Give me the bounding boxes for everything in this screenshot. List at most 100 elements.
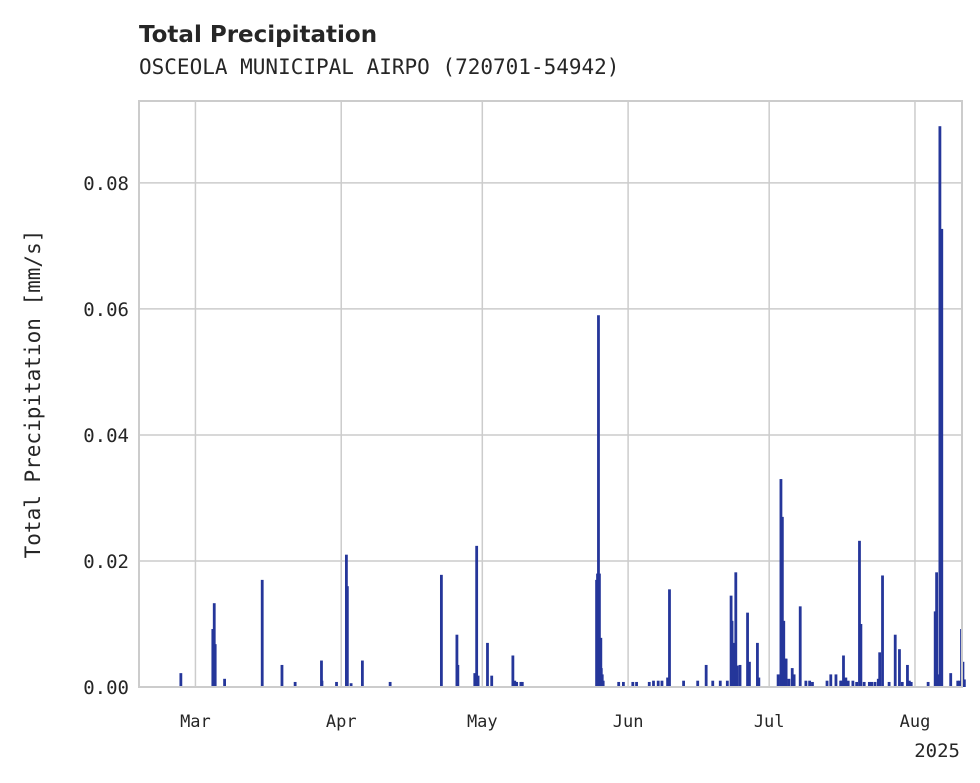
precipitation-bar xyxy=(784,658,788,687)
precipitation-bar xyxy=(938,126,942,688)
precipitation-bar xyxy=(320,660,323,687)
precipitation-bar xyxy=(349,683,353,687)
precipitation-bar xyxy=(873,681,877,687)
precipitation-bar xyxy=(473,673,477,687)
precipitation-bar xyxy=(682,680,685,687)
precipitation-bar xyxy=(790,668,794,687)
precipitation-bar xyxy=(260,579,264,687)
precipitation-bar xyxy=(756,642,759,687)
precipitation-bar xyxy=(696,680,700,687)
precipitation-bar xyxy=(475,545,479,687)
x-tick-label: Mar xyxy=(180,712,211,732)
precipitation-bar xyxy=(280,664,284,687)
precipitation-bars xyxy=(179,126,966,688)
x-axis-year-label: 2025 xyxy=(914,740,960,762)
precipitation-bar xyxy=(617,681,621,687)
precipitation-bar xyxy=(598,573,601,687)
precipitation-bar xyxy=(834,674,838,687)
precipitation-bar xyxy=(335,681,338,687)
precipitation-bar xyxy=(898,649,901,687)
precipitation-bar xyxy=(878,652,882,687)
x-axis-ticks: Mar Apr May Jun Jul Aug xyxy=(180,712,930,732)
x-tick-label: Jun xyxy=(613,712,644,732)
precipitation-bar xyxy=(635,681,638,687)
precipitation-bar xyxy=(844,677,848,687)
precipitation-bar xyxy=(486,642,489,687)
precipitation-bar xyxy=(345,586,349,687)
precipitation-bar xyxy=(876,678,880,687)
precipitation-bar xyxy=(515,681,519,687)
precipitation-bar xyxy=(825,680,829,687)
precipitation-bar xyxy=(735,665,739,687)
precipitation-bar xyxy=(732,642,735,687)
precipitation-bar xyxy=(757,677,761,687)
precipitation-bar xyxy=(851,680,855,687)
precipitation-bar xyxy=(900,681,904,687)
chart-title: Total Precipitation xyxy=(139,22,377,48)
precipitation-bar xyxy=(660,680,664,687)
x-tick-label: May xyxy=(467,712,498,732)
precipitation-bar xyxy=(360,660,364,687)
precipitation-bar xyxy=(320,680,324,687)
precipitation-bar xyxy=(776,674,780,687)
precipitation-bar xyxy=(179,673,183,687)
y-tick-label: 0.02 xyxy=(83,551,129,573)
precipitation-bar xyxy=(738,664,742,687)
precipitation-bar xyxy=(748,661,751,687)
precipitation-bar xyxy=(780,516,784,687)
precipitation-bar xyxy=(597,315,600,687)
precipitation-bar xyxy=(520,681,524,687)
precipitation-bar xyxy=(601,680,605,687)
precipitation-bar xyxy=(621,681,625,687)
precipitation-bar xyxy=(599,637,603,687)
precipitation-bar xyxy=(456,664,460,687)
y-tick-label: 0.04 xyxy=(83,425,129,447)
precipitation-bar xyxy=(934,642,938,687)
y-tick-label: 0.08 xyxy=(83,173,129,195)
x-tick-label: Aug xyxy=(900,712,931,732)
precipitation-bar xyxy=(792,674,796,687)
precipitation-bar xyxy=(734,572,738,687)
precipitation-bar xyxy=(842,655,845,687)
precipitation-bar xyxy=(804,680,808,687)
precipitation-bar xyxy=(779,479,783,687)
y-axis-ticks: 0.00 0.02 0.04 0.06 0.08 xyxy=(83,173,129,699)
precipitation-bar xyxy=(787,678,791,687)
precipitation-bar xyxy=(647,681,651,687)
precipitation-bar xyxy=(730,620,734,687)
precipitation-bar xyxy=(937,674,941,687)
precipitation-bar xyxy=(725,680,729,687)
precipitation-bar xyxy=(881,575,884,687)
precipitation-bar xyxy=(668,589,671,687)
precipitation-bar xyxy=(223,678,226,687)
y-axis-label: Total Precipitation [mm/s] xyxy=(21,230,45,559)
precipitation-bar xyxy=(455,634,459,687)
x-tick-label: Apr xyxy=(326,712,357,732)
precipitation-bar xyxy=(213,644,217,687)
precipitation-bar xyxy=(907,680,911,687)
y-tick-label: 0.00 xyxy=(83,677,129,699)
gridlines xyxy=(139,101,962,687)
precipitation-bar xyxy=(926,681,930,687)
precipitation-bar xyxy=(511,655,515,687)
precipitation-bar xyxy=(656,680,660,687)
precipitation-bar xyxy=(490,675,494,687)
precipitation-bar xyxy=(956,680,960,687)
precipitation-bar xyxy=(439,574,443,687)
precipitation-bar xyxy=(808,680,812,687)
precipitation-bar xyxy=(811,681,814,687)
precipitation-bar xyxy=(940,228,944,687)
chart-subtitle: OSCEOLA MUNICIPAL AIRPO (720701-54942) xyxy=(139,55,619,79)
precipitation-bar xyxy=(935,572,939,687)
precipitation-bar xyxy=(858,540,861,687)
precipitation-bar xyxy=(782,620,786,687)
plot-frame xyxy=(138,100,963,688)
precipitation-bar xyxy=(909,681,913,687)
precipitation-bar xyxy=(870,681,874,687)
precipitation-bar xyxy=(711,680,715,687)
precipitation-bar xyxy=(746,612,749,687)
precipitation-bar xyxy=(829,674,833,687)
x-tick-label: Jul xyxy=(754,712,785,732)
precipitation-bar xyxy=(867,681,871,687)
